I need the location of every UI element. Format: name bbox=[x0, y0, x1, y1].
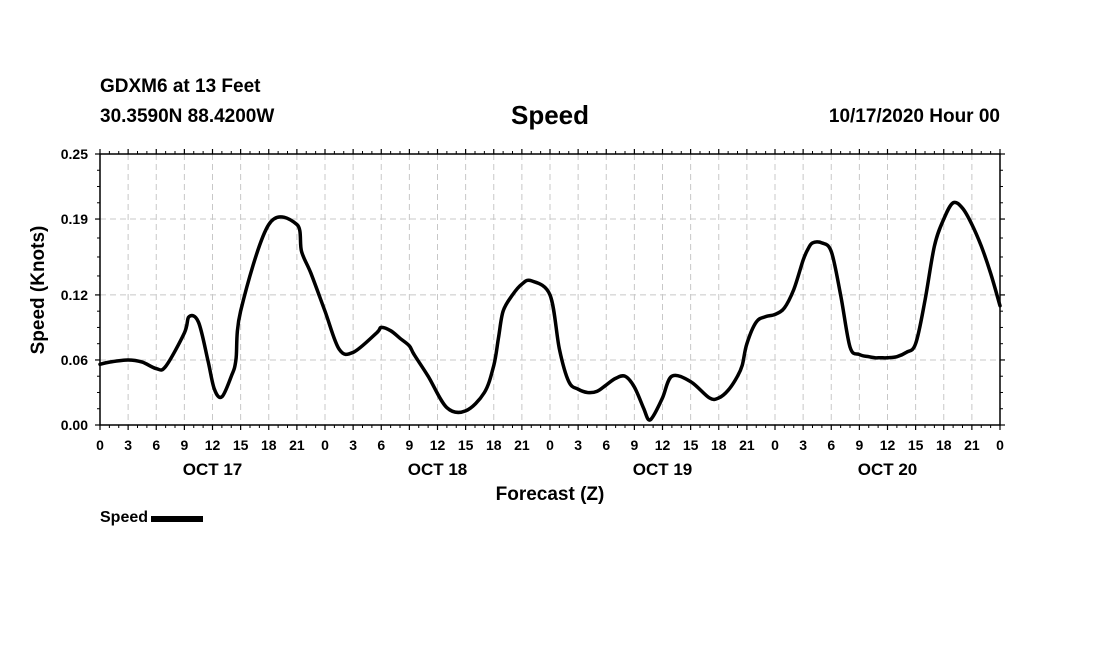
x-tick-label: 6 bbox=[377, 437, 385, 453]
x-tick-label: 15 bbox=[908, 437, 924, 453]
y-tick-label: 0.12 bbox=[61, 287, 88, 303]
x-tick-label: 6 bbox=[152, 437, 160, 453]
station-label: GDXM6 at 13 Feet bbox=[100, 76, 261, 97]
legend-swatch-speed bbox=[151, 516, 204, 522]
x-tick-label: 12 bbox=[655, 437, 671, 453]
x-tick-label: 12 bbox=[430, 437, 446, 453]
x-tick-label: 3 bbox=[799, 437, 807, 453]
x-tick-label: 3 bbox=[124, 437, 132, 453]
axis-ticks bbox=[95, 149, 1005, 430]
y-axis-label: Speed (Knots) bbox=[28, 226, 49, 355]
x-tick-label: 9 bbox=[180, 437, 188, 453]
axis-labels: 0.00 0.06 0.12 0.19 0.25 0 3 6 9 12 15 18 21 0 3 6 9 12 15… bbox=[61, 146, 1004, 479]
x-tick-label: 3 bbox=[574, 437, 582, 453]
day-label: OCT 19 bbox=[633, 460, 693, 479]
x-tick-label: 15 bbox=[458, 437, 474, 453]
x-tick-label: 6 bbox=[827, 437, 835, 453]
legend: Speed bbox=[100, 509, 204, 527]
day-label: OCT 18 bbox=[408, 460, 468, 479]
x-tick-label: 0 bbox=[321, 437, 329, 453]
y-tick-label: 0.00 bbox=[61, 417, 88, 433]
day-label: OCT 17 bbox=[183, 460, 243, 479]
x-tick-label: 18 bbox=[936, 437, 952, 453]
x-tick-label: 0 bbox=[771, 437, 779, 453]
x-tick-label: 21 bbox=[289, 437, 305, 453]
chart-title: Speed bbox=[510, 100, 590, 130]
x-tick-label: 9 bbox=[405, 437, 413, 453]
x-tick-label: 15 bbox=[683, 437, 699, 453]
x-tick-label: 21 bbox=[514, 437, 530, 453]
x-axis-label: Forecast (Z) bbox=[496, 484, 605, 505]
series-line-speed bbox=[98, 200, 1002, 422]
x-tick-label: 18 bbox=[486, 437, 502, 453]
grid-lines bbox=[100, 154, 1000, 425]
legend-label-speed: Speed bbox=[100, 509, 149, 526]
x-tick-label: 18 bbox=[261, 437, 277, 453]
x-tick-label: 9 bbox=[855, 437, 863, 453]
x-tick-label: 0 bbox=[996, 437, 1004, 453]
x-tick-label: 0 bbox=[546, 437, 554, 453]
x-tick-label: 12 bbox=[205, 437, 221, 453]
x-tick-label: 18 bbox=[711, 437, 727, 453]
x-tick-label: 9 bbox=[630, 437, 638, 453]
run-time-label: 10/17/2020 Hour 00 bbox=[828, 106, 1000, 127]
x-tick-label: 12 bbox=[880, 437, 896, 453]
x-tick-label: 6 bbox=[602, 437, 610, 453]
day-label: OCT 20 bbox=[858, 460, 918, 479]
x-tick-label: 21 bbox=[739, 437, 755, 453]
x-tick-label: 21 bbox=[964, 437, 980, 453]
x-tick-label: 0 bbox=[96, 437, 104, 453]
y-tick-label: 0.25 bbox=[61, 146, 88, 162]
x-tick-label: 15 bbox=[233, 437, 249, 453]
coordinates-label: 30.3590N 88.4200W bbox=[100, 106, 275, 127]
y-tick-label: 0.19 bbox=[61, 211, 88, 227]
series-layer bbox=[98, 200, 1002, 422]
x-tick-label: 3 bbox=[349, 437, 357, 453]
y-tick-label: 0.06 bbox=[61, 352, 88, 368]
